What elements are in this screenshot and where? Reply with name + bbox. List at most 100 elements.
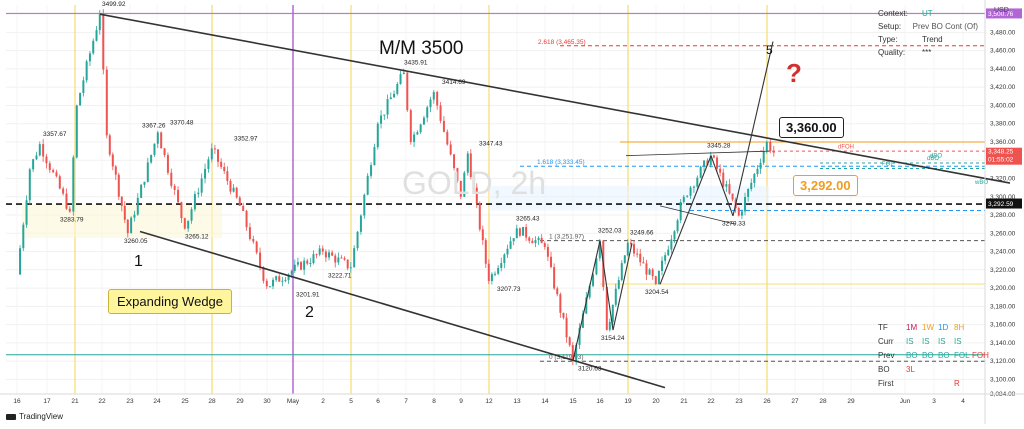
x-tick-label: 3	[932, 398, 936, 405]
target-low-label: 3,292.00	[800, 178, 851, 193]
pivot-label: 3120.63	[578, 366, 602, 373]
candle-body	[494, 273, 497, 275]
y-tick-label: 3,400.00	[990, 102, 1016, 109]
candle-body	[126, 219, 129, 234]
candle-body	[197, 192, 200, 195]
x-tick-label: 21	[680, 398, 688, 405]
candle-body	[459, 180, 462, 197]
candle-body	[133, 214, 136, 218]
x-tick-label: 28	[819, 398, 827, 405]
tf-cell: IS	[922, 337, 930, 346]
candle-body	[183, 218, 186, 229]
tf-table: TF 1M 1W 1D 8H Curr IS IS IS IS Prev BO …	[878, 321, 990, 391]
tradingview-icon	[6, 413, 16, 420]
candle-body	[497, 267, 500, 274]
candle-body	[740, 211, 743, 216]
level-tag: wBO	[974, 180, 988, 186]
candle-body	[639, 253, 642, 263]
quality-row: Quality: ***	[878, 46, 978, 59]
currency-label: USD	[994, 7, 1009, 14]
candle-body	[762, 151, 765, 163]
x-tick-label: 6	[376, 398, 380, 405]
wedge-lower-line	[139, 230, 666, 389]
candle-body	[592, 274, 595, 286]
tf-1d-header: 1D	[938, 323, 949, 332]
candle-body	[370, 165, 373, 176]
candle-body	[281, 280, 284, 282]
candle-body	[123, 205, 126, 220]
candle-body	[642, 262, 645, 264]
candle-body	[300, 262, 303, 270]
candle-body	[546, 246, 549, 257]
candle-body	[52, 169, 55, 173]
y-tick-label: 3,160.00	[990, 322, 1016, 329]
candle-body	[623, 255, 626, 264]
candle-body	[553, 267, 556, 289]
candle-body	[82, 80, 85, 93]
countdown-label: 01:55:02	[988, 157, 1014, 164]
context-label: Context:	[878, 9, 908, 18]
candle-body	[25, 200, 28, 225]
candle-body	[373, 147, 376, 166]
candle-body	[703, 160, 706, 167]
tf-cell: IS	[954, 337, 962, 346]
candle-body	[605, 286, 608, 330]
candle-body	[315, 254, 318, 256]
pivot-label: 3265.12	[185, 234, 209, 241]
candle-body	[731, 193, 734, 200]
candle-body	[667, 249, 670, 256]
candle-body	[442, 120, 445, 132]
watermark: GOLD, 2h	[402, 165, 547, 201]
candle-body	[318, 248, 321, 255]
blue-zone	[489, 185, 769, 211]
x-tick-label: 17	[43, 398, 51, 405]
candle-body	[753, 173, 756, 183]
candle-body	[518, 228, 521, 236]
candle-body	[366, 175, 369, 195]
tf-cell: 3L	[906, 365, 915, 374]
candle-body	[651, 269, 654, 277]
candle-body	[349, 267, 352, 269]
setup-row: Setup: Prev BO Cont (Of)	[878, 20, 978, 33]
y-tick-label: 3,260.00	[990, 230, 1016, 237]
tf-first-row: First R	[878, 377, 990, 391]
y-tick-label: 3,180.00	[990, 303, 1016, 310]
y-tick-label: 3,480.00	[990, 29, 1016, 36]
candle-body	[673, 231, 676, 240]
candle-body	[692, 186, 695, 188]
tf-bo-row: BO 3L	[878, 363, 990, 377]
pivot-label: 3345.28	[707, 142, 731, 149]
x-tick-label: 22	[98, 398, 106, 405]
candle-body	[232, 187, 235, 192]
wedge-label: Expanding Wedge	[117, 294, 224, 309]
setup-value: Prev BO Cont (Of)	[912, 22, 978, 31]
candle-body	[85, 61, 88, 81]
candle-body	[248, 227, 251, 239]
candle-body	[242, 205, 245, 211]
y-tick-label: 3,380.00	[990, 121, 1016, 128]
candle-body	[170, 172, 173, 186]
candle-body	[706, 160, 709, 166]
candle-body	[617, 280, 620, 289]
top-price-label: 3,500.76	[988, 11, 1014, 18]
candle-body	[45, 156, 48, 164]
x-tick-label: 26	[763, 398, 771, 405]
candle-body	[114, 166, 117, 175]
pivot-label: 3435.91	[404, 60, 428, 67]
fib-mid-label: 1.618 (3,333.45)	[537, 159, 585, 166]
candle-body	[728, 184, 731, 194]
candle-body	[765, 141, 768, 152]
x-tick-label: 16	[596, 398, 604, 405]
candle-body	[402, 72, 405, 75]
candle-body	[568, 337, 571, 346]
pivot-label: 3499.92	[102, 1, 126, 8]
pivot-label: 3367.26	[142, 122, 166, 129]
candle-body	[187, 220, 190, 229]
candle-body	[268, 286, 271, 288]
candle-body	[259, 252, 262, 268]
y-tick-label: 3,360.00	[990, 139, 1016, 146]
candle-body	[759, 162, 762, 169]
tradingview-logo[interactable]: TradingView	[6, 412, 63, 421]
candle-body	[578, 327, 581, 345]
candle-body	[72, 157, 75, 212]
